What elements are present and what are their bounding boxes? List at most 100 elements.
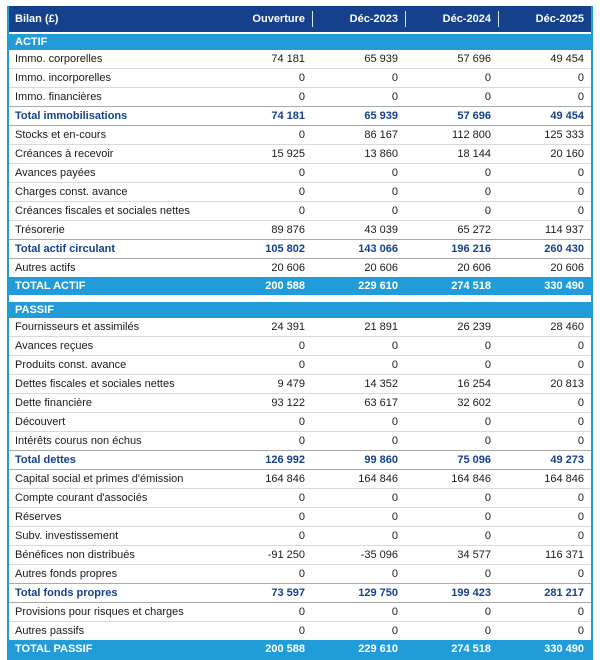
row-value: 0 <box>391 435 398 447</box>
row-value: 18 144 <box>457 148 491 160</box>
row-value: 0 <box>484 91 491 103</box>
table-row: Intérêts courus non échus 0 0 0 0 <box>9 431 591 450</box>
row-value: 49 273 <box>550 454 584 466</box>
row-value: 0 <box>391 625 398 637</box>
row-value: 20 160 <box>550 148 584 160</box>
row-value: 0 <box>577 340 584 352</box>
row-value: 0 <box>391 606 398 618</box>
row-label: Charges const. avance <box>15 186 128 198</box>
row-value: 49 454 <box>550 110 584 122</box>
row-label: Total actif circulant <box>15 243 116 255</box>
row-value: 20 813 <box>550 378 584 390</box>
section-total-row: TOTAL ACTIF 200 588 229 610 274 518 330 490 <box>9 277 591 295</box>
column-header-dec-2023: Déc-2023 <box>312 11 405 27</box>
row-label: Produits const. avance <box>15 359 127 371</box>
table-row: Dette financière 93 122 63 617 32 602 0 <box>9 393 591 412</box>
row-value: 0 <box>391 340 398 352</box>
row-value: 0 <box>391 530 398 542</box>
row-label: Intérêts courus non échus <box>15 435 142 447</box>
row-label: Créances à recevoir <box>15 148 114 160</box>
row-value: 0 <box>298 91 305 103</box>
row-value: 116 371 <box>545 549 584 561</box>
row-value: 112 800 <box>452 129 491 141</box>
row-value: 200 588 <box>265 280 305 292</box>
row-value: 164 846 <box>544 473 584 485</box>
row-value: 20 606 <box>550 262 584 274</box>
row-label: Autres actifs <box>15 262 76 274</box>
row-value: 0 <box>391 72 398 84</box>
row-value: 15 925 <box>271 148 305 160</box>
row-label: Immo. financières <box>15 91 102 103</box>
row-value: 274 518 <box>451 280 491 292</box>
row-value: 20 606 <box>364 262 398 274</box>
row-value: 16 254 <box>457 378 491 390</box>
row-value: 0 <box>484 435 491 447</box>
table-row: Total fonds propres 73 597 129 750 199 423 2… <box>9 583 591 603</box>
row-label: Avances reçues <box>15 340 94 352</box>
row-value: 0 <box>391 492 398 504</box>
table-row: Compte courant d'associés 0 0 0 0 <box>9 488 591 507</box>
row-value: 229 610 <box>358 643 398 655</box>
row-value: 0 <box>298 435 305 447</box>
row-value: 330 490 <box>544 280 584 292</box>
row-value: 75 096 <box>457 454 491 466</box>
row-value: 0 <box>577 511 584 523</box>
row-label: Réserves <box>15 511 62 523</box>
row-value: 20 606 <box>457 262 491 274</box>
row-value: 0 <box>391 416 398 428</box>
row-label: Immo. corporelles <box>15 53 103 65</box>
row-value: 196 216 <box>451 243 491 255</box>
row-value: 0 <box>484 340 491 352</box>
row-value: 164 846 <box>265 473 305 485</box>
row-value: 49 454 <box>550 53 584 65</box>
row-value: 26 239 <box>457 321 491 333</box>
table-row: Créances à recevoir 15 925 13 860 18 144 20 … <box>9 144 591 163</box>
row-value: -35 096 <box>360 549 398 561</box>
table-row: Créances fiscales et sociales nettes 0 0 0 0 <box>9 201 591 220</box>
row-value: 0 <box>298 492 305 504</box>
table-row: Autres fonds propres 0 0 0 0 <box>9 564 591 583</box>
table-header-row: Bilan (£) Ouverture Déc-2023 Déc-2024 Dé… <box>9 6 591 32</box>
row-value: 0 <box>484 167 491 179</box>
row-label: Total dettes <box>15 454 76 466</box>
row-value: 0 <box>484 205 491 217</box>
row-value: 20 606 <box>271 262 305 274</box>
row-label: Subv. investissement <box>15 530 119 542</box>
row-value: 260 430 <box>544 243 584 255</box>
row-label: Compte courant d'associés <box>15 492 148 504</box>
row-value: 0 <box>577 416 584 428</box>
table-row: Autres actifs 20 606 20 606 20 606 20 606 <box>9 259 591 277</box>
table-row: Fournisseurs et assimilés 24 391 21 891 26 … <box>9 318 591 336</box>
row-value: 0 <box>391 359 398 371</box>
table-row: Dettes fiscales et sociales nettes 9 479 1… <box>9 374 591 393</box>
row-value: 0 <box>298 72 305 84</box>
row-value: 86 167 <box>364 129 398 141</box>
row-value: 125 333 <box>544 129 584 141</box>
table-row: Charges const. avance 0 0 0 0 <box>9 182 591 201</box>
table-row: Découvert 0 0 0 0 <box>9 412 591 431</box>
row-value: 281 217 <box>544 587 584 599</box>
row-value: 0 <box>298 167 305 179</box>
row-value: 65 939 <box>364 53 398 65</box>
row-value: 93 122 <box>271 397 305 409</box>
row-label: Total fonds propres <box>15 587 118 599</box>
row-value: 65 272 <box>457 224 491 236</box>
table-row: Autres passifs 0 0 0 0 <box>9 621 591 640</box>
row-value: 0 <box>577 492 584 504</box>
table-row: Provisions pour risques et charges 0 0 0 0 <box>9 603 591 621</box>
row-label: TOTAL PASSIF <box>15 643 93 655</box>
table-row: Bénéfices non distribués -91 250 -35 096 34… <box>9 545 591 564</box>
row-value: 0 <box>298 530 305 542</box>
table-row: Trésorerie 89 876 43 039 65 272 114 937 <box>9 220 591 239</box>
row-value: 143 066 <box>358 243 398 255</box>
row-value: 126 992 <box>265 454 305 466</box>
row-value: 0 <box>484 359 491 371</box>
row-value: 9 479 <box>277 378 305 390</box>
row-value: 0 <box>577 186 584 198</box>
table-row: Total immobilisations 74 181 65 939 57 696 4… <box>9 106 591 126</box>
row-value: 0 <box>298 129 305 141</box>
row-value: 0 <box>577 72 584 84</box>
row-value: 114 937 <box>545 224 584 236</box>
section-header: ACTIF <box>9 32 591 50</box>
row-value: 0 <box>298 625 305 637</box>
